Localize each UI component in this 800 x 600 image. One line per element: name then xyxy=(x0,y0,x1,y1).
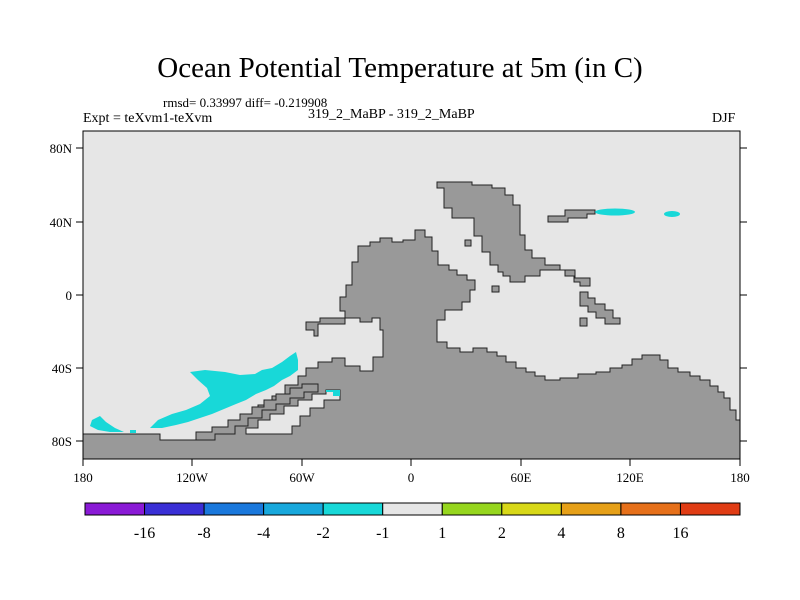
plot-area: 180 120W 60W 0 60E 120E 180 80N 40N 0 40… xyxy=(50,130,750,485)
x-tick-label: 180 xyxy=(73,470,93,485)
colorbar-swatch xyxy=(620,502,681,516)
colorbar-label: -16 xyxy=(134,525,155,542)
x-tick-label: 60W xyxy=(289,470,315,485)
colorbar-label: 16 xyxy=(672,525,688,542)
y-tick-label: 40S xyxy=(52,361,72,376)
colorbar-swatch xyxy=(441,502,503,516)
colorbar-label: -8 xyxy=(197,525,210,542)
island-tiny-2 xyxy=(491,285,500,293)
colorbar-swatch xyxy=(322,502,384,516)
colorbar-swatch xyxy=(679,502,741,516)
anomaly-cyan-north-2 xyxy=(664,211,680,217)
tick-marks xyxy=(76,147,747,466)
colorbar-swatch xyxy=(263,502,324,516)
anomaly-cyan-west xyxy=(90,416,124,432)
x-tick-label: 0 xyxy=(408,470,415,485)
x-tick-label: 60E xyxy=(511,470,532,485)
y-tick-label: 80S xyxy=(52,434,72,449)
colorbar-label: 8 xyxy=(617,525,625,542)
anomaly-cyan-dot xyxy=(130,430,136,433)
landmass-americas xyxy=(82,229,741,460)
colorbar-swatch xyxy=(382,502,443,516)
colorbar-swatch xyxy=(560,502,622,516)
landmass-peninsula xyxy=(579,291,621,325)
anomaly-cyan-drake xyxy=(326,390,340,396)
colorbar-label: -4 xyxy=(257,525,270,542)
colorbar-label: 4 xyxy=(557,525,565,542)
island-tiny xyxy=(464,239,472,247)
colorbar-swatch xyxy=(144,502,205,516)
colorbar-swatch xyxy=(203,502,265,516)
landmass-north-asia xyxy=(547,209,596,223)
colorbar-label: -1 xyxy=(376,525,389,542)
experiment-label: Expt = teXvm1-teXvm xyxy=(83,111,213,126)
colorbar-label: -2 xyxy=(317,525,330,542)
colorbar-label: 2 xyxy=(498,525,506,542)
colorbar-swatch xyxy=(501,502,562,516)
season-label: DJF xyxy=(712,111,736,126)
landmass-southern-inner xyxy=(245,389,341,435)
landmass-eurasia xyxy=(436,181,591,287)
y-tick-label: 80N xyxy=(50,141,73,156)
y-tick-label: 40N xyxy=(50,215,73,230)
case-label: 319_2_MaBP - 319_2_MaBP xyxy=(308,107,475,122)
x-tick-label: 180 xyxy=(730,470,750,485)
x-tick-label: 120W xyxy=(176,470,209,485)
landmass-southern-ridge xyxy=(195,383,319,441)
anomaly-cyan-south-pacific xyxy=(150,352,298,428)
colorbar-swatch xyxy=(84,502,146,516)
stats-line: rmsd= 0.33997 diff= -0.219908 xyxy=(163,95,328,110)
x-tick-label: 120E xyxy=(616,470,644,485)
map-title: Ocean Potential Temperature at 5m (in C) xyxy=(157,52,643,84)
colorbar-label: 1 xyxy=(438,525,446,542)
island-small xyxy=(579,317,588,327)
anomaly-cyan-north-1 xyxy=(595,208,635,216)
colorbar: -16 -8 -4 -2 -1 1 2 4 8 16 xyxy=(84,502,741,542)
y-tick-label: 0 xyxy=(66,288,73,303)
